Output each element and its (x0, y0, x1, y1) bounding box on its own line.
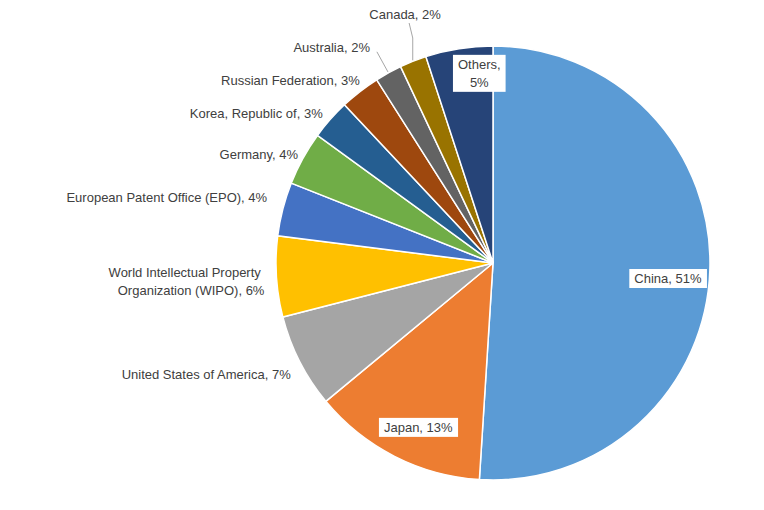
label-box (379, 418, 458, 437)
data-label: Canada, 2% (369, 7, 441, 22)
pie-slice (479, 46, 710, 480)
category-label: China (634, 271, 669, 286)
label-line: Organization (WIPO) (118, 283, 239, 298)
label-separator: , (297, 105, 304, 120)
value-label: 6% (246, 283, 265, 298)
data-label-group: China, 51% (629, 269, 707, 288)
slices (276, 46, 710, 480)
label-separator: , (497, 57, 501, 72)
label-separator: , (334, 72, 341, 87)
data-label: Russian Federation, 3% (221, 72, 360, 87)
category-label: Others (458, 57, 498, 72)
data-label: Japan, 13% (384, 420, 453, 435)
value-label: 3% (341, 72, 360, 87)
data-label-group: European Patent Office (EPO), 4% (66, 189, 267, 204)
data-label: China, 51% (634, 271, 702, 286)
label-separator: , (272, 146, 279, 161)
category-label: Russian Federation (221, 72, 334, 87)
label-separator: , (241, 189, 248, 204)
data-label: Australia, 2% (293, 39, 370, 54)
data-labels: China, 51% Japan, 13% United States of Ame… (66, 7, 706, 437)
data-label-group: Germany, 4% (220, 146, 299, 161)
label-separator: , (238, 283, 245, 298)
value-label: 4% (248, 189, 267, 204)
chart-container: China, 51% Japan, 13% United States of Ame… (0, 0, 764, 510)
label-separator: , (415, 7, 422, 22)
value-label: 51% (675, 271, 701, 286)
label-separator: , (668, 271, 675, 286)
data-label: European Patent Office (EPO), 4% (66, 189, 267, 204)
value-label: 7% (272, 367, 291, 382)
data-label-group: Japan, 13% (379, 418, 458, 437)
category-label: Japan (384, 420, 419, 435)
label-separator: , (419, 420, 426, 435)
category-label: Australia (293, 39, 344, 54)
category-label: Canada (369, 7, 415, 22)
data-label: Korea, Republic of, 3% (190, 105, 323, 120)
value-label: 5% (470, 75, 489, 90)
data-label-group: Canada, 2% (369, 7, 441, 61)
data-label-group: Australia, 2% (293, 39, 388, 72)
label-separator: , (344, 39, 351, 54)
data-label-group: Russian Federation, 3% (221, 72, 360, 87)
value-label: 13% (427, 420, 453, 435)
data-label-group: United States of America, 7% (122, 367, 292, 382)
leader-line (409, 23, 413, 60)
category-label: Korea, Republic of (190, 105, 297, 120)
value-label: 4% (279, 146, 298, 161)
category-label: European Patent Office (EPO) (66, 189, 241, 204)
data-label: Others, 5% (458, 57, 501, 90)
category-label: World Intellectual Property Organization… (109, 265, 265, 298)
value-label: 3% (304, 105, 323, 120)
value-label: 2% (351, 39, 370, 54)
data-label: World Intellectual Property Organization… (109, 265, 265, 298)
label-separator: , (265, 367, 272, 382)
data-label: Germany, 4% (220, 146, 299, 161)
data-label-group: Others, 5% (453, 55, 506, 92)
label-line: World Intellectual Property (109, 265, 265, 280)
data-label-group: Korea, Republic of, 3% (190, 105, 323, 120)
category-label: Germany (220, 146, 274, 161)
category-label: United States of America (122, 367, 266, 382)
data-label: United States of America, 7% (122, 367, 292, 382)
data-label-group: World Intellectual Property Organization… (109, 265, 265, 298)
value-label: 2% (422, 7, 441, 22)
label-box (453, 55, 506, 92)
label-box (629, 269, 707, 288)
pie-chart: China, 51% Japan, 13% United States of Ame… (0, 0, 764, 510)
leader-line (377, 52, 388, 72)
